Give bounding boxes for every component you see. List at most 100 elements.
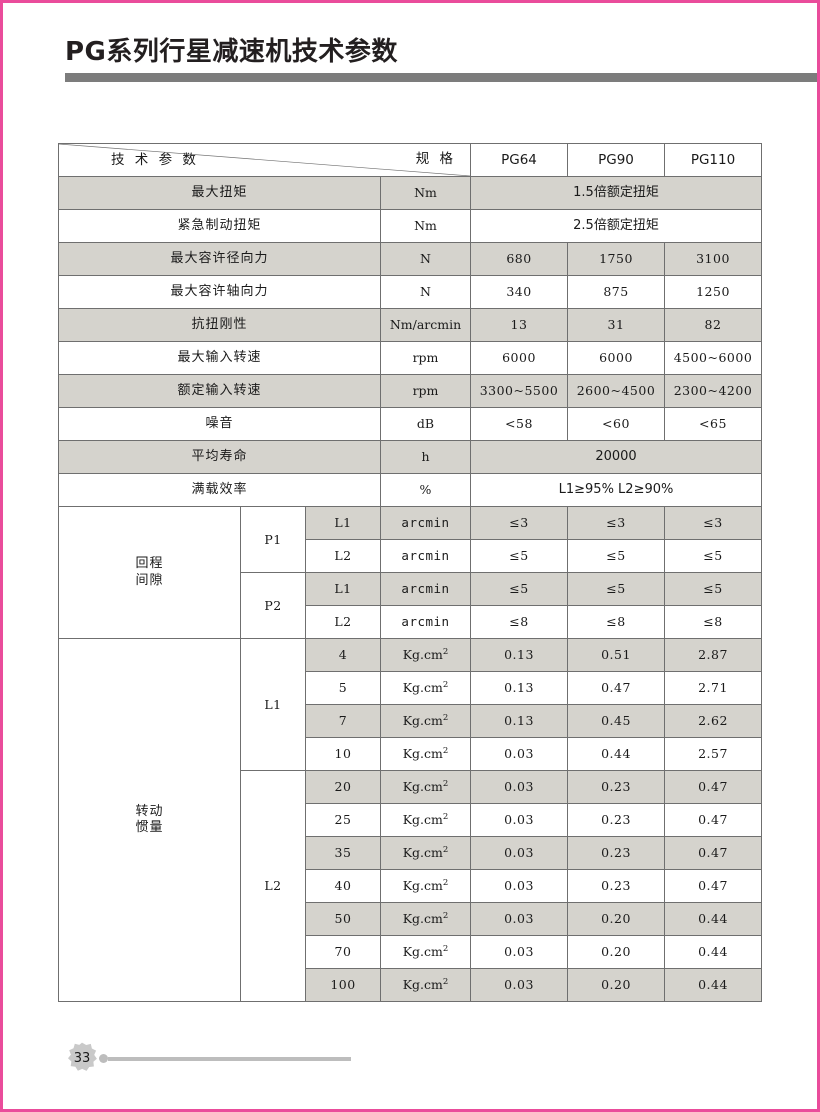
row-value-0: ≤5 (470, 572, 568, 606)
row-value-0: 0.13 (470, 638, 568, 672)
row-unit: Kg.cm2 (380, 935, 471, 969)
inertia-ratio-label: 40 (305, 869, 381, 903)
table-row: L2 arcmin ≤8 ≤8 ≤8 (59, 605, 762, 639)
row-value-1: <60 (567, 407, 665, 441)
table-row: 额定输入转速 rpm 3300~5500 2600~4500 2300~4200 (58, 374, 762, 408)
page-title: PG系列行星减速机技术参数 (65, 37, 398, 67)
row-value-0: 0.13 (470, 671, 568, 705)
row-label: 最大输入转速 (58, 341, 381, 375)
row-unit: arcmin (380, 572, 471, 606)
row-value-0: 13 (470, 308, 568, 342)
row-label: 最大扭矩 (58, 176, 381, 210)
table-row: 25 Kg.cm2 0.03 0.23 0.47 (59, 803, 762, 837)
row-value-0: 0.03 (470, 968, 568, 1002)
row-value-2: <65 (664, 407, 762, 441)
row-value-0: 0.03 (470, 902, 568, 936)
table-row: 5 Kg.cm2 0.13 0.47 2.71 (59, 671, 762, 705)
inertia-group-label: L1 (240, 638, 306, 771)
row-unit: rpm (380, 341, 471, 375)
inertia-group-label: L2 (240, 770, 306, 1002)
row-unit: Nm (380, 209, 471, 243)
row-value-2: 2.62 (664, 704, 762, 738)
table-row: 最大输入转速 rpm 6000 6000 4500~6000 (58, 341, 762, 375)
table-row: 70 Kg.cm2 0.03 0.20 0.44 (59, 935, 762, 969)
table-row: 转动 惯量 L1 4 Kg.cm2 0.13 0.51 2.87 (58, 638, 762, 1002)
row-unit: Kg.cm2 (380, 803, 471, 837)
row-value-1: 0.20 (567, 902, 665, 936)
inertia-ratio-label: 35 (305, 836, 381, 870)
row-value-1: 31 (567, 308, 665, 342)
row-value-1: 0.51 (567, 638, 665, 672)
row-value-1: 0.23 (567, 836, 665, 870)
page-footer: 33 (65, 1041, 765, 1075)
row-value-2: 2.57 (664, 737, 762, 771)
row-value-1: 875 (567, 275, 665, 309)
row-label: 抗扭刚性 (58, 308, 381, 342)
row-value-0: ≤3 (470, 506, 568, 540)
row-unit: dB (380, 407, 471, 441)
row-value-0: 0.03 (470, 737, 568, 771)
row-value-1: 0.20 (567, 968, 665, 1002)
row-value-2: 0.44 (664, 935, 762, 969)
row-value-2: 0.47 (664, 770, 762, 804)
inertia-ratio-label: 7 (305, 704, 381, 738)
specification-table-container: 规 格 技 术 参 数 PG64 PG90 PG110 最大扭矩 Nm 1.5倍额定… (58, 143, 762, 1002)
table-row: 7 Kg.cm2 0.13 0.45 2.62 (59, 704, 762, 738)
row-value-1: 0.23 (567, 770, 665, 804)
row-unit: Kg.cm2 (380, 770, 471, 804)
backlash-level-label: L2 (305, 605, 381, 639)
row-value-1: ≤8 (567, 605, 665, 639)
row-value-0: 3300~5500 (470, 374, 568, 408)
table-row: 40 Kg.cm2 0.03 0.23 0.47 (59, 869, 762, 903)
row-value-2: ≤5 (664, 572, 762, 606)
row-value-2: 0.44 (664, 902, 762, 936)
row-span-value: 1.5倍额定扭矩 (470, 176, 762, 210)
row-span-value: L1≥95% L2≥90% (470, 473, 762, 507)
row-value-0: 0.03 (470, 803, 568, 837)
row-value-1: 6000 (567, 341, 665, 375)
table-row: 噪音 dB <58 <60 <65 (58, 407, 762, 441)
row-value-1: 0.23 (567, 803, 665, 837)
specification-table: 规 格 技 术 参 数 PG64 PG90 PG110 最大扭矩 Nm 1.5倍额定… (58, 143, 762, 1002)
row-value-1: 2600~4500 (567, 374, 665, 408)
row-unit: Kg.cm2 (380, 968, 471, 1002)
backlash-level-label: L1 (305, 506, 381, 540)
row-value-2: 82 (664, 308, 762, 342)
footer-line-rule (108, 1056, 351, 1061)
inertia-ratio-label: 50 (305, 902, 381, 936)
inertia-ratio-label: 5 (305, 671, 381, 705)
row-value-1: ≤5 (567, 572, 665, 606)
row-value-1: 0.45 (567, 704, 665, 738)
row-label: 最大容许轴向力 (58, 275, 381, 309)
row-label: 紧急制动扭矩 (58, 209, 381, 243)
inertia-ratio-label: 20 (305, 770, 381, 804)
row-unit: Kg.cm2 (380, 671, 471, 705)
column-header-model-2: PG110 (664, 143, 762, 177)
table-row: 平均寿命 h 20000 (58, 440, 762, 474)
inertia-ratio-label: 25 (305, 803, 381, 837)
row-value-0: 340 (470, 275, 568, 309)
row-value-0: 0.03 (470, 836, 568, 870)
footer-dot-marker (99, 1054, 108, 1063)
row-value-0: 0.03 (470, 935, 568, 969)
row-unit: Kg.cm2 (380, 902, 471, 936)
row-unit: Nm/arcmin (380, 308, 471, 342)
row-unit: % (380, 473, 471, 507)
row-unit: arcmin (380, 506, 471, 540)
row-value-2: ≤3 (664, 506, 762, 540)
inertia-ratio-label: 100 (305, 968, 381, 1002)
row-value-2: 0.47 (664, 836, 762, 870)
table-row: 回程 间隙 P1 L1 arcmin ≤3 ≤3 ≤3 (58, 506, 762, 639)
backlash-group-label: P1 (240, 506, 306, 573)
row-unit: rpm (380, 374, 471, 408)
row-unit: N (380, 242, 471, 276)
row-label: 噪音 (58, 407, 381, 441)
table-row: 最大容许径向力 N 680 1750 3100 (58, 242, 762, 276)
row-value-0: 0.03 (470, 869, 568, 903)
row-unit: Kg.cm2 (380, 737, 471, 771)
inertia-ratio-label: 70 (305, 935, 381, 969)
row-value-0: 0.13 (470, 704, 568, 738)
backlash-section-label: 回程 间隙 (58, 506, 241, 639)
header-spec-label: 规 格 (415, 151, 456, 167)
